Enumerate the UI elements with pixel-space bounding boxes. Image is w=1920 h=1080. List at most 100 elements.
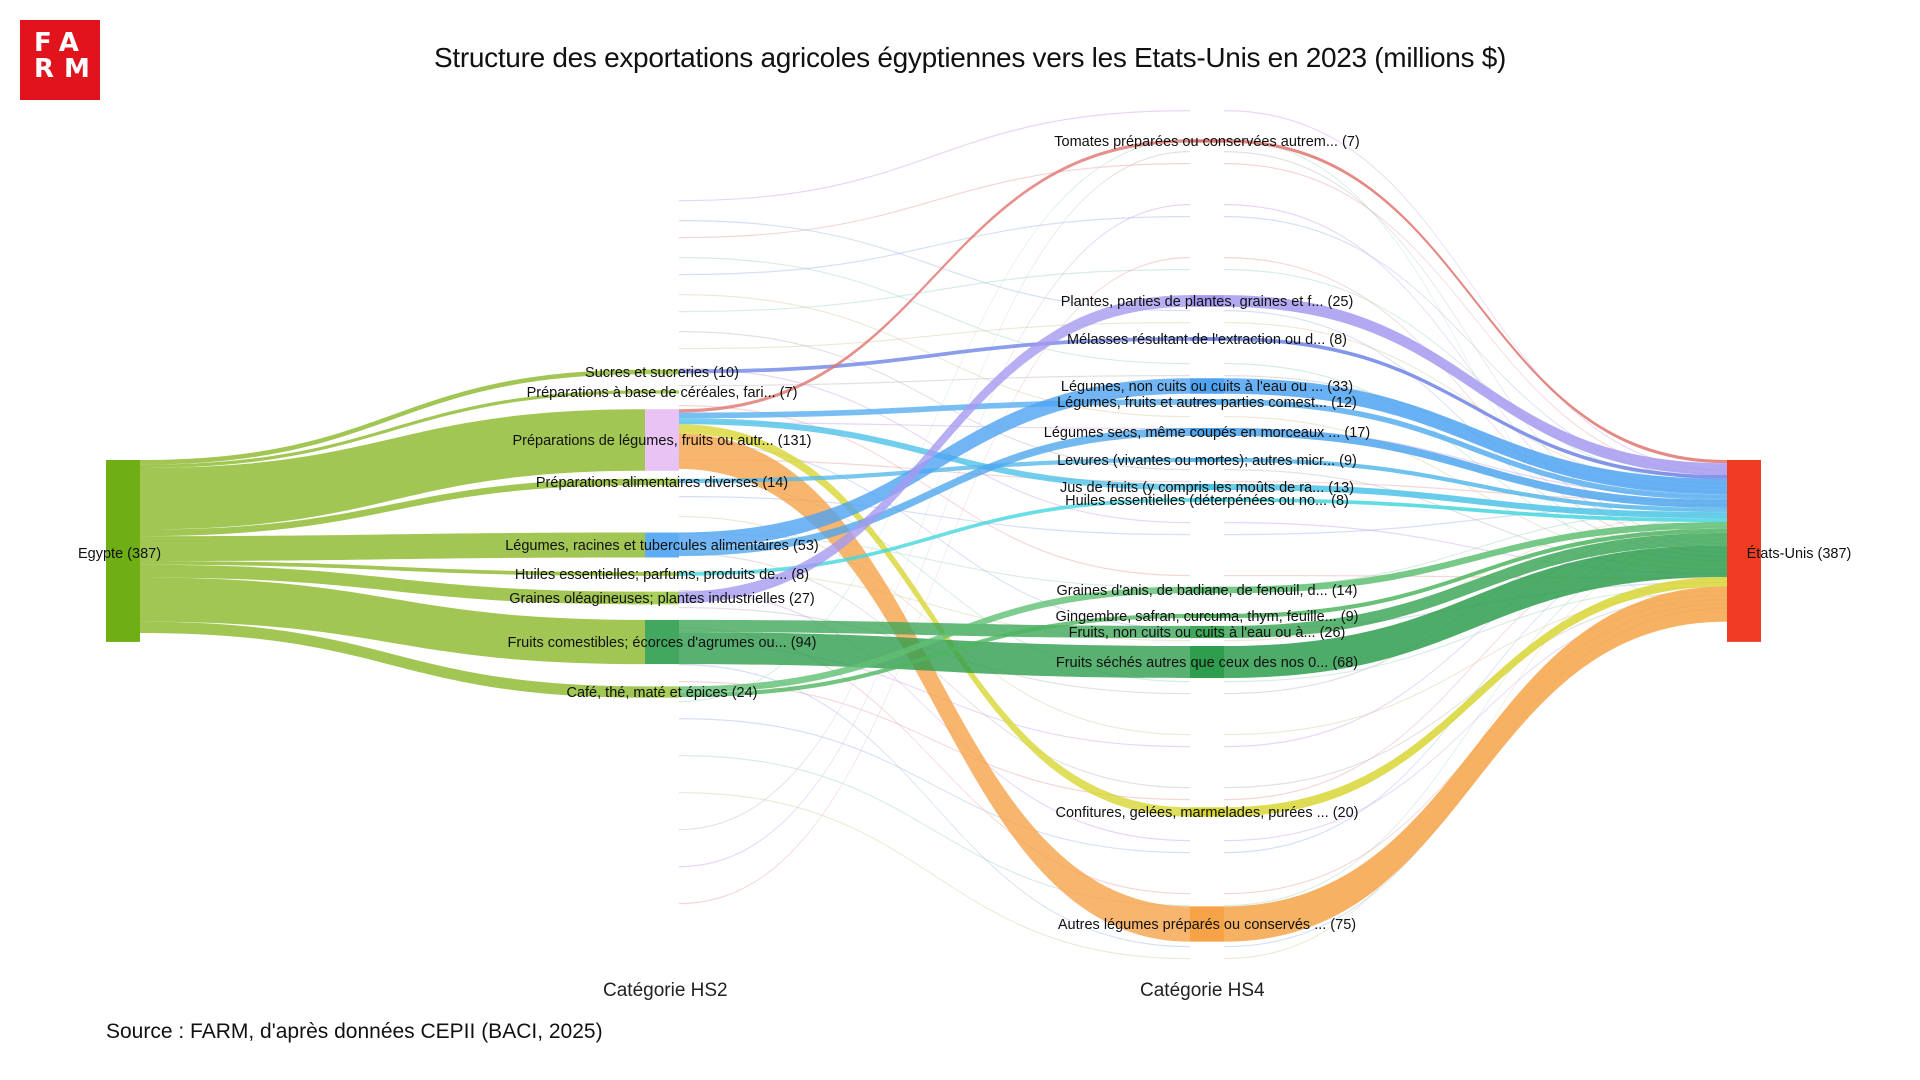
label-hs2-prep_leg: Préparations de légumes, fruits ou autr.…: [512, 433, 811, 449]
flow-link-target-fruits_seches: [1224, 545, 1727, 678]
faint-flow: [1224, 269, 1727, 485]
flow-link-legumes-leg_secs: [679, 428, 1190, 557]
label-hs4-levures: Levures (vivantes ou mortes); autres mic…: [1057, 453, 1357, 469]
node-hs4-fruits_non_cuits: [1190, 625, 1224, 639]
faint-flow: [1224, 257, 1727, 553]
faint-flow: [1224, 530, 1727, 854]
flow-link-target-tomates: [1224, 139, 1727, 464]
faint-flow: [1224, 416, 1727, 566]
faint-flow: [679, 422, 1190, 430]
logo-line-2: RM: [34, 54, 100, 84]
node-hs2-prep_div: [645, 478, 679, 486]
node-hs4-jus: [1190, 483, 1224, 491]
node-hs4-autres_leg: [1190, 906, 1224, 942]
faint-flow: [1224, 428, 1727, 497]
node-etats-unis: [1727, 460, 1761, 642]
faint-flow: [1224, 590, 1727, 736]
node-hs4-huiles_ess: [1190, 498, 1224, 502]
faint-flow: [679, 216, 1190, 276]
faint-flow: [1224, 586, 1727, 683]
faint-flow: [679, 375, 1190, 387]
flow-link-source-fruits: [140, 577, 645, 665]
faint-flow: [1224, 216, 1727, 480]
faint-flow: [679, 496, 1190, 536]
node-hs4-confitures: [1190, 807, 1224, 817]
node-hs2-sucres: [645, 369, 679, 375]
node-hs2-cereales: [645, 390, 679, 394]
label-hs4-tomates: Tomates préparées ou conservées autrem..…: [1054, 134, 1359, 150]
label-hs4-autres_leg: Autres légumes préparés ou conservés ...…: [1058, 917, 1356, 933]
faint-flow: [679, 664, 1190, 948]
faint-flow: [1224, 481, 1727, 502]
faint-flow: [679, 533, 1190, 589]
faint-flow: [679, 139, 1190, 703]
faint-flow: [1224, 322, 1727, 489]
node-hs4-leg_non_cuits: [1190, 378, 1224, 394]
label-hs4-gingembre: Gingembre, safran, curcuma, thym, feuill…: [1056, 609, 1359, 625]
faint-flow: [1224, 363, 1727, 562]
faint-flow: [679, 322, 1190, 350]
node-hs4-tomates: [1190, 139, 1224, 143]
flow-link-sucres-melasses: [679, 337, 1190, 374]
label-hs2-graines_ol: Graines oléagineuses; plantes industriel…: [509, 591, 814, 607]
faint-flow: [679, 590, 1190, 842]
faint-flow: [1224, 594, 1727, 789]
faint-flow: [679, 755, 1190, 907]
flow-link-target-plantes: [1224, 295, 1727, 476]
label-hs4-leg_non_cuits: Légumes, non cuits ou cuits à l'eau ou .…: [1061, 379, 1353, 395]
axis-label-hs2: Catégorie HS2: [603, 980, 728, 1001]
faint-flow: [1224, 204, 1727, 549]
flow-link-prep_leg-confitures: [679, 424, 1190, 817]
flow-link-target-autres_leg: [1224, 586, 1727, 942]
label-hs2-legumes: Légumes, racines et tubercules alimentai…: [505, 538, 819, 554]
node-hs2-graines_ol: [645, 591, 679, 605]
faint-flow: [1224, 163, 1727, 476]
label-hs4-fruits_non_cuits: Fruits, non cuits ou cuits à l'eau ou à.…: [1069, 625, 1346, 641]
faint-flow: [1224, 110, 1727, 472]
faint-flow: [1224, 521, 1727, 748]
faint-flow: [679, 163, 1190, 239]
flow-link-source-huiles: [140, 561, 645, 576]
label-hs2-sucres: Sucres et sucreries (10): [585, 365, 739, 381]
flow-link-target-levures: [1224, 457, 1727, 513]
flow-link-prep_leg-autres_leg: [679, 433, 1190, 942]
label-hs2-prep_div: Préparations alimentaires diverses (14): [536, 475, 788, 491]
node-hs4-leg_secs: [1190, 428, 1224, 436]
flow-link-target-gingembre: [1224, 528, 1727, 619]
node-hs4-melasses: [1190, 337, 1224, 341]
flow-link-source-prep_leg: [140, 409, 645, 530]
flow-link-target-leg_secs: [1224, 428, 1727, 508]
flow-link-cafe-gingembre: [679, 613, 1190, 698]
faint-flow: [679, 681, 1190, 801]
node-hs2-fruits: [645, 619, 679, 665]
flow-link-target-melasses: [1224, 337, 1727, 479]
faint-flow: [1224, 534, 1727, 907]
faint-flow: [1224, 513, 1727, 642]
label-hs4-plantes: Plantes, parties de plantes, graines et …: [1061, 294, 1354, 310]
flow-link-huiles-huiles_ess: [679, 498, 1190, 576]
faint-flow: [679, 627, 1190, 895]
label-egypte: Egypte (387): [78, 546, 161, 562]
node-hs2-huiles: [645, 572, 679, 576]
nodes: [106, 139, 1761, 942]
flow-link-source-prep_div: [140, 478, 645, 537]
label-hs2-cereales: Préparations à base de céréales, fari...…: [527, 385, 798, 401]
logo-line-1: FA: [34, 28, 89, 58]
label-hs2-cafe: Café, thé, maté et épices (24): [566, 685, 757, 701]
faint-flow: [679, 570, 1190, 642]
flow-link-source-cafe: [140, 621, 645, 698]
faint-flow: [679, 257, 1190, 905]
label-hs4-fruits_seches: Fruits séchés autres que ceux des nos 0.…: [1056, 655, 1358, 671]
faint-flow: [679, 331, 1190, 471]
node-hs2-prep_leg: [645, 409, 679, 471]
flow-link-target-jus: [1224, 483, 1727, 519]
chart-title: Structure des exportations agricoles égy…: [433, 42, 1507, 73]
flow-link-source-sucres: [140, 369, 645, 465]
node-hs4-plantes: [1190, 295, 1224, 307]
axis-label-hs4: Catégorie HS4: [1140, 980, 1265, 1001]
faint-flow: [679, 257, 1190, 365]
flow-link-target-fruits_non_cuits: [1224, 532, 1727, 639]
flow-link-legumes-leg_non_cuits: [679, 378, 1190, 549]
